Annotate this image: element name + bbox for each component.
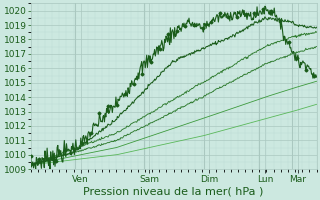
X-axis label: Pression niveau de la mer( hPa ): Pression niveau de la mer( hPa ) — [84, 187, 264, 197]
